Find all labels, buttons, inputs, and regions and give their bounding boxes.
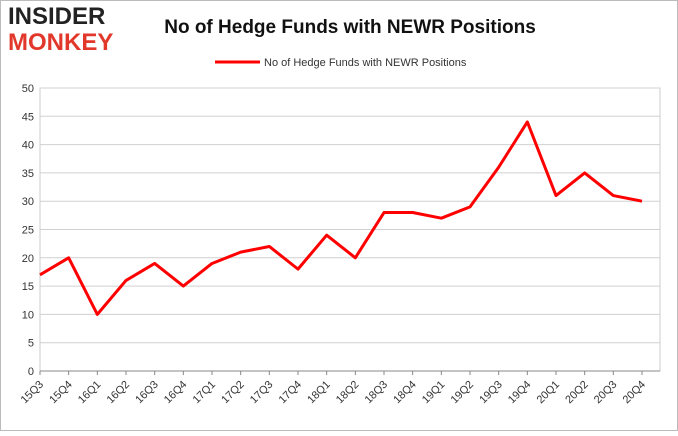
y-tick-label: 50 [22,83,34,95]
y-tick-label: 35 [22,168,34,180]
y-tick-label: 40 [22,140,34,152]
chart-title: No of Hedge Funds with NEWR Positions [164,17,536,38]
data-line [39,120,643,316]
y-tick-label: 45 [22,111,34,123]
y-tick-label: 10 [22,309,34,321]
y-tick-label: 20 [22,253,34,265]
legend-label: No of Hedge Funds with NEWR Positions [264,57,467,69]
y-tick-label: 5 [28,338,34,350]
y-tick-label: 0 [28,366,34,378]
logo-top: INSIDER [8,3,105,30]
logo-bottom: MONKEY [8,29,113,56]
y-tick-label: 15 [22,281,34,293]
y-tick-label: 30 [22,196,34,208]
y-tick-label: 25 [22,225,34,237]
